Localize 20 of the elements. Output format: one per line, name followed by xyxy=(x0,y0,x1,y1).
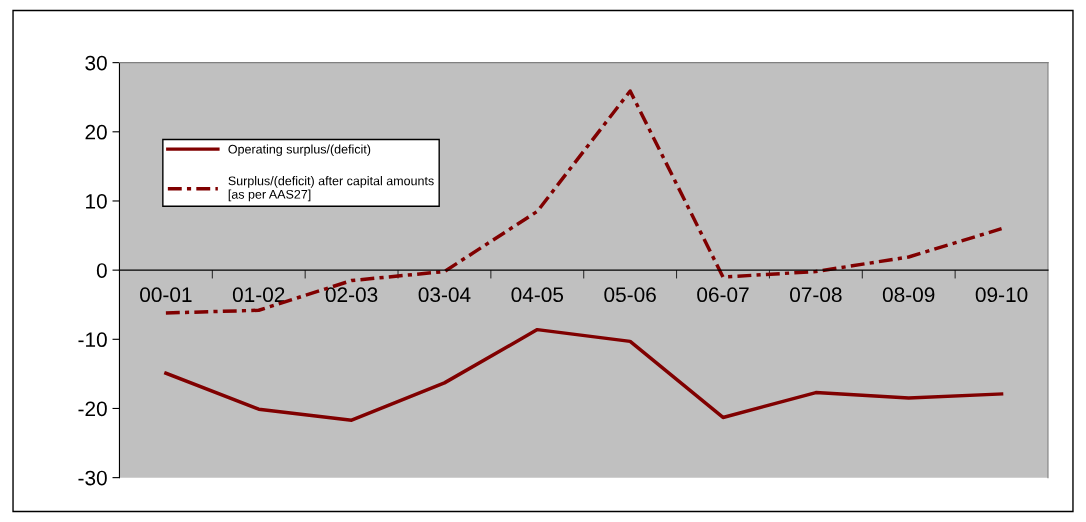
x-tick-label: 09-10 xyxy=(975,287,1028,303)
y-tick-label: -20 xyxy=(78,401,107,417)
legend-label: Surplus/(deficit) after capital amounts [as per AAS27] xyxy=(228,176,434,202)
y-tick-label: -10 xyxy=(78,332,107,348)
x-tick-label: 08-09 xyxy=(882,287,935,303)
x-tick-label: 03-04 xyxy=(418,287,471,303)
y-tick-label: -30 xyxy=(78,470,107,486)
y-tick-label: 30 xyxy=(85,55,107,71)
x-tick-label: 02-03 xyxy=(325,287,378,303)
y-tick-label: 20 xyxy=(85,124,107,140)
x-tick-label: 01-02 xyxy=(232,287,285,303)
x-tick-label: 06-07 xyxy=(697,287,749,303)
y-tick-label: 10 xyxy=(86,193,107,209)
x-tick-label: 05-06 xyxy=(604,287,656,303)
y-tick-label: 0 xyxy=(96,263,107,278)
x-tick-label: 00-01 xyxy=(140,287,192,303)
x-tick-label: 04-05 xyxy=(511,287,564,303)
legend-label: Operating surplus/(deficit) xyxy=(228,144,371,157)
x-tick-label: 07-08 xyxy=(790,287,842,303)
line-series xyxy=(164,327,1004,422)
